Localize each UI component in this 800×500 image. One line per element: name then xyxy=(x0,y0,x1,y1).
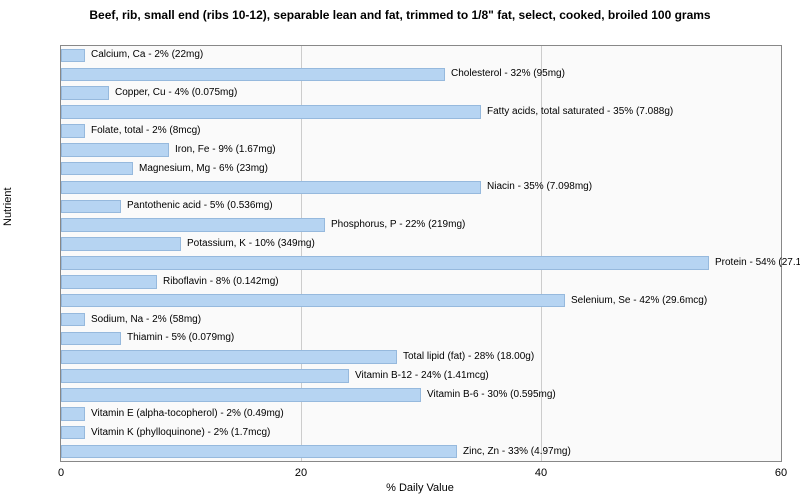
bar-label: Vitamin E (alpha-tocopherol) - 2% (0.49m… xyxy=(91,409,284,419)
bar xyxy=(61,369,349,383)
bar-label: Vitamin B-6 - 30% (0.595mg) xyxy=(427,390,556,400)
x-tick-label: 60 xyxy=(775,467,787,479)
bar-label: Sodium, Na - 2% (58mg) xyxy=(91,315,201,325)
y-axis-label: Nutrient xyxy=(2,187,14,226)
bar xyxy=(61,143,169,157)
bar-label: Vitamin B-12 - 24% (1.41mcg) xyxy=(355,371,489,381)
bar xyxy=(61,124,85,138)
bar-label: Copper, Cu - 4% (0.075mg) xyxy=(115,88,237,98)
bar xyxy=(61,68,445,82)
bar xyxy=(61,313,85,327)
bar-label: Cholesterol - 32% (95mg) xyxy=(451,69,565,79)
bar-label: Fatty acids, total saturated - 35% (7.08… xyxy=(487,107,673,117)
bar xyxy=(61,388,421,402)
bar xyxy=(61,256,709,270)
bar xyxy=(61,237,181,251)
bar-label: Vitamin K (phylloquinone) - 2% (1.7mcg) xyxy=(91,428,270,438)
bar xyxy=(61,49,85,63)
nutrient-chart: Beef, rib, small end (ribs 10-12), separ… xyxy=(0,0,800,500)
bar xyxy=(61,407,85,421)
bar-label: Potassium, K - 10% (349mg) xyxy=(187,239,315,249)
bar-label: Phosphorus, P - 22% (219mg) xyxy=(331,220,465,230)
bar xyxy=(61,218,325,232)
x-tick-label: 40 xyxy=(535,467,547,479)
x-tick-label: 0 xyxy=(58,467,64,479)
bar xyxy=(61,445,457,459)
bar-label: Selenium, Se - 42% (29.6mcg) xyxy=(571,296,707,306)
bar xyxy=(61,275,157,289)
x-axis-label: % Daily Value xyxy=(60,482,780,494)
bar xyxy=(61,105,481,119)
chart-title: Beef, rib, small end (ribs 10-12), separ… xyxy=(0,0,800,28)
plot-area: 0204060Calcium, Ca - 2% (22mg)Cholestero… xyxy=(60,45,782,462)
bar-label: Magnesium, Mg - 6% (23mg) xyxy=(139,164,268,174)
bar xyxy=(61,294,565,308)
bar-label: Riboflavin - 8% (0.142mg) xyxy=(163,277,279,287)
bar xyxy=(61,162,133,176)
bar-label: Calcium, Ca - 2% (22mg) xyxy=(91,50,203,60)
bar-label: Protein - 54% (27.17g) xyxy=(715,258,800,268)
bar-label: Iron, Fe - 9% (1.67mg) xyxy=(175,145,276,155)
bar xyxy=(61,332,121,346)
bar xyxy=(61,350,397,364)
bar-label: Zinc, Zn - 33% (4.97mg) xyxy=(463,447,571,457)
bar xyxy=(61,181,481,195)
bar-label: Niacin - 35% (7.098mg) xyxy=(487,182,592,192)
x-tick-label: 20 xyxy=(295,467,307,479)
bar-label: Thiamin - 5% (0.079mg) xyxy=(127,333,234,343)
bar xyxy=(61,426,85,440)
bar-label: Folate, total - 2% (8mcg) xyxy=(91,126,200,136)
bar xyxy=(61,200,121,214)
bar-label: Pantothenic acid - 5% (0.536mg) xyxy=(127,201,273,211)
bar-label: Total lipid (fat) - 28% (18.00g) xyxy=(403,352,534,362)
bar xyxy=(61,86,109,100)
